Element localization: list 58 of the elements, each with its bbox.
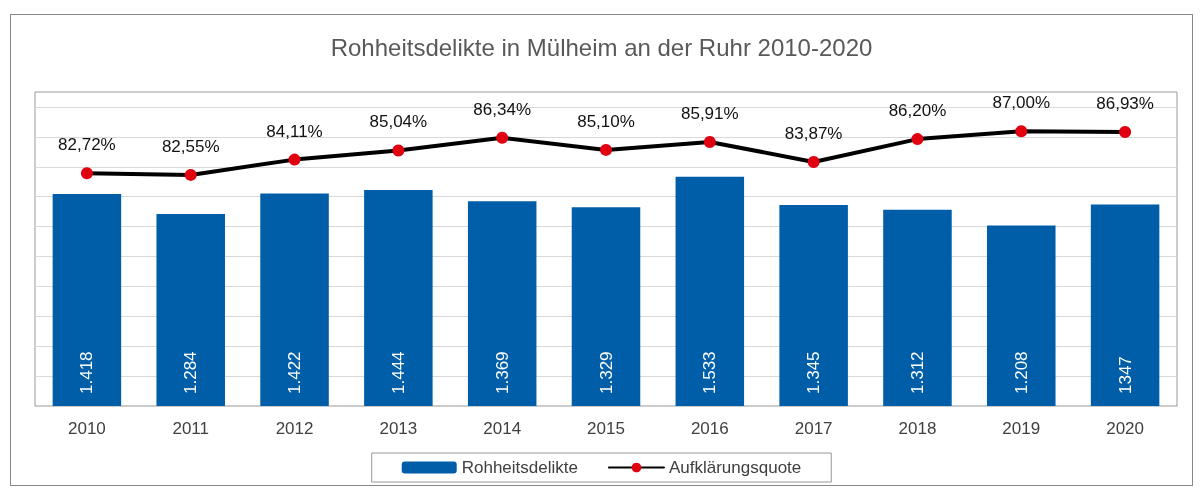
- x-tick-label: 2018: [898, 419, 937, 438]
- point: [1119, 125, 1132, 138]
- bar: [260, 193, 329, 406]
- point: [703, 135, 716, 148]
- bar: [364, 190, 433, 406]
- chart-title: Rohheitsdelikte in Mülheim an der Ruhr 2010-2020: [330, 33, 873, 61]
- bar: [675, 176, 745, 406]
- x-tick-label: 2019: [1002, 419, 1041, 438]
- data-label: 1.422: [285, 351, 305, 394]
- point: [80, 167, 93, 180]
- x-tick-label: 2010: [68, 419, 106, 438]
- data-label: 1.329: [596, 351, 616, 394]
- data-label: 86,93%: [1096, 93, 1154, 113]
- data-label: 83,87%: [784, 123, 843, 143]
- point: [807, 155, 820, 168]
- data-label: 86,20%: [888, 101, 947, 121]
- data-label: 1.208: [1011, 351, 1031, 394]
- point: [496, 131, 509, 144]
- bar: [571, 207, 641, 406]
- point: [288, 153, 301, 166]
- x-tick-label: 2020: [1106, 419, 1145, 438]
- x-tick-label: 2012: [275, 419, 314, 438]
- data-label: 1347: [1115, 356, 1135, 394]
- point: [1015, 125, 1028, 138]
- data-label: 85,04%: [369, 112, 428, 132]
- x-tick-label: 2014: [483, 419, 522, 438]
- legend-label: Aufklärungsquote: [668, 458, 802, 477]
- bar: [156, 214, 225, 406]
- point: [911, 133, 924, 146]
- data-label: 84,11%: [266, 121, 323, 141]
- data-label: 86,34%: [473, 99, 532, 119]
- bar: [467, 201, 537, 406]
- point: [600, 143, 612, 156]
- data-label: 1.533: [700, 351, 720, 394]
- data-label: 1.345: [804, 351, 824, 394]
- x-tick-label: 2011: [172, 419, 210, 438]
- data-label: 82,72%: [58, 135, 116, 155]
- data-label: 1.369: [492, 351, 512, 394]
- bar: [883, 209, 952, 406]
- x-tick-label: 2016: [690, 419, 729, 438]
- data-label: 1.284: [181, 351, 201, 394]
- point: [392, 144, 405, 157]
- data-label: 85,10%: [577, 111, 635, 131]
- x-tick-label: 2017: [794, 419, 833, 438]
- data-label: 1.418: [77, 351, 97, 394]
- data-label: 1.312: [907, 351, 927, 394]
- x-tick-label: 2013: [379, 419, 418, 438]
- bar: [1090, 204, 1160, 406]
- bar: [779, 204, 848, 406]
- data-label: 1.444: [388, 351, 408, 394]
- bar: [52, 193, 122, 406]
- x-tick-label: 2015: [587, 419, 625, 438]
- point: [184, 168, 197, 181]
- bar: [987, 225, 1056, 406]
- data-label: 85,91%: [680, 103, 739, 123]
- data-label: 82,55%: [161, 136, 220, 156]
- data-label: 87,00%: [992, 93, 1051, 113]
- legend-label: Rohheitsdelikte: [461, 458, 578, 477]
